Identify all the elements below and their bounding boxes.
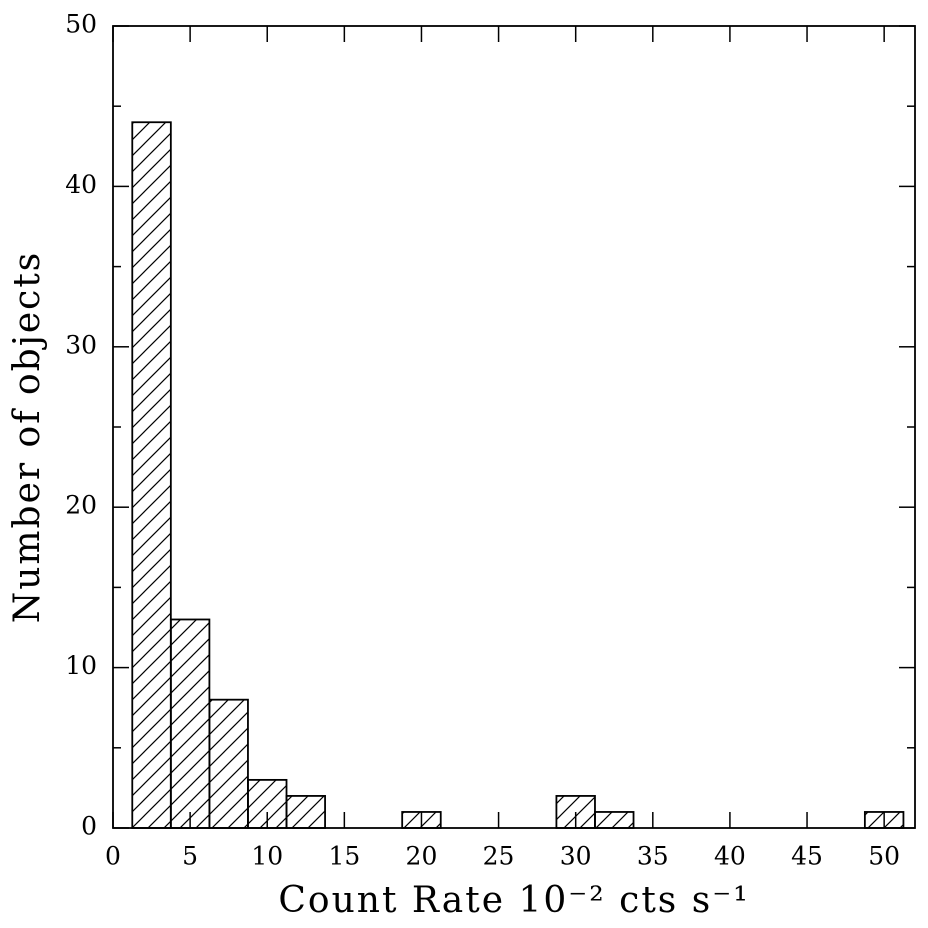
y-tick-label: 40 xyxy=(65,170,97,199)
bar xyxy=(208,698,249,829)
x-tick-label: 35 xyxy=(637,842,669,871)
bar xyxy=(285,795,326,829)
x-tick-label: 0 xyxy=(105,842,121,871)
x-tick-label: 40 xyxy=(714,842,746,871)
y-tick-label: 20 xyxy=(65,491,97,520)
bar xyxy=(169,618,211,829)
x-tick-label: 50 xyxy=(868,842,900,871)
y-tick-label: 10 xyxy=(65,651,97,680)
x-tick-label: 20 xyxy=(406,842,438,871)
y-axis-label: Number of objects xyxy=(7,251,48,624)
y-tick-label: 30 xyxy=(65,330,97,359)
x-tick-label: 5 xyxy=(182,842,198,871)
x-tick-label: 25 xyxy=(483,842,515,871)
x-tick-label: 10 xyxy=(251,842,283,871)
x-tick-label: 30 xyxy=(560,842,592,871)
y-tick-label: 0 xyxy=(81,812,97,841)
x-tick-label: 15 xyxy=(328,842,360,871)
bar xyxy=(131,121,172,829)
x-tick-label: 45 xyxy=(791,842,823,871)
y-tick-label: 50 xyxy=(65,10,97,39)
x-axis-label: Count Rate 10⁻² cts s⁻¹ xyxy=(278,880,749,921)
bar xyxy=(594,811,635,829)
